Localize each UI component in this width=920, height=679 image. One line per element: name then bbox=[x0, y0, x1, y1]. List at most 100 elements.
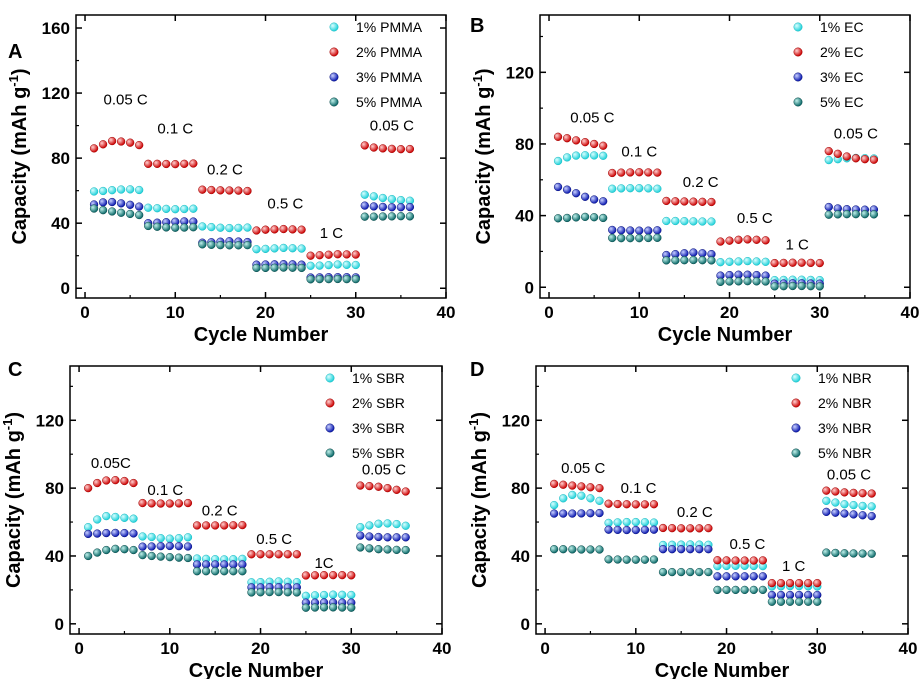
data-point bbox=[622, 500, 631, 509]
series-2-ec bbox=[553, 132, 879, 268]
x-tick-label: 30 bbox=[810, 303, 829, 322]
data-point bbox=[559, 545, 568, 554]
data-point bbox=[734, 257, 743, 266]
data-point bbox=[622, 555, 631, 564]
data-point bbox=[351, 250, 360, 259]
data-point bbox=[135, 140, 144, 150]
data-point bbox=[261, 244, 270, 254]
data-point bbox=[658, 567, 668, 577]
data-point bbox=[704, 524, 713, 533]
data-point bbox=[589, 151, 599, 160]
rate-annotation: 1 C bbox=[782, 558, 806, 575]
data-point bbox=[698, 197, 707, 206]
legend-marker bbox=[793, 22, 803, 32]
data-point bbox=[722, 556, 731, 565]
x-tick-label: 0 bbox=[540, 639, 549, 658]
data-point bbox=[788, 281, 797, 291]
data-point bbox=[288, 244, 297, 253]
data-point bbox=[383, 533, 392, 542]
data-point bbox=[392, 485, 401, 494]
data-point bbox=[785, 578, 795, 588]
data-point bbox=[858, 511, 867, 520]
data-point bbox=[162, 159, 171, 169]
legend-label: 3% PMMA bbox=[356, 69, 423, 85]
data-point bbox=[83, 551, 93, 561]
data-point bbox=[102, 545, 111, 555]
x-tick-label: 20 bbox=[256, 303, 275, 322]
data-point bbox=[369, 143, 378, 152]
data-point bbox=[599, 197, 608, 206]
data-point bbox=[342, 250, 351, 259]
data-point bbox=[749, 556, 758, 565]
legend-marker bbox=[325, 373, 335, 383]
data-point bbox=[577, 482, 586, 491]
data-point bbox=[653, 233, 662, 242]
data-point bbox=[716, 237, 725, 246]
data-point bbox=[270, 263, 279, 272]
legend-label: 2% NBR bbox=[818, 395, 872, 411]
data-point bbox=[869, 210, 879, 219]
data-point bbox=[116, 208, 126, 217]
rate-annotation: 0.5 C bbox=[737, 210, 773, 227]
data-point bbox=[695, 545, 704, 554]
data-point bbox=[356, 543, 365, 552]
data-point bbox=[153, 159, 162, 168]
data-point bbox=[613, 518, 622, 527]
data-point bbox=[631, 517, 640, 527]
data-point bbox=[604, 499, 613, 508]
data-point bbox=[198, 185, 207, 194]
data-point bbox=[713, 556, 722, 565]
y-tick-label: 120 bbox=[42, 84, 70, 103]
data-point bbox=[256, 550, 265, 559]
data-point bbox=[107, 207, 117, 216]
data-point bbox=[135, 210, 144, 220]
data-point bbox=[174, 541, 184, 551]
data-point bbox=[680, 197, 689, 206]
data-point bbox=[189, 223, 198, 232]
plot-frame bbox=[539, 14, 911, 299]
rate-annotation: 1 C bbox=[786, 237, 810, 254]
rate-annotation: 1C bbox=[314, 555, 333, 572]
data-point bbox=[589, 195, 599, 204]
data-point bbox=[120, 513, 129, 522]
data-point bbox=[174, 534, 184, 543]
data-point bbox=[833, 210, 842, 219]
data-point bbox=[553, 156, 563, 166]
data-point bbox=[283, 550, 292, 559]
data-point bbox=[653, 226, 662, 235]
data-point bbox=[201, 567, 211, 576]
data-point bbox=[292, 550, 301, 559]
data-point bbox=[147, 499, 156, 508]
rate-annotation: 0.05 C bbox=[834, 126, 878, 143]
data-point bbox=[89, 187, 99, 196]
data-point bbox=[695, 567, 704, 577]
data-point bbox=[387, 212, 397, 221]
data-point bbox=[577, 545, 586, 554]
rate-annotation: 0.5 C bbox=[256, 531, 292, 548]
data-point bbox=[111, 512, 120, 522]
data-point bbox=[347, 571, 356, 580]
data-point bbox=[662, 196, 671, 206]
data-point bbox=[374, 545, 383, 554]
x-tick-label: 30 bbox=[342, 639, 361, 658]
data-point bbox=[740, 556, 749, 565]
data-point bbox=[549, 545, 559, 554]
data-point bbox=[315, 261, 324, 270]
data-point bbox=[553, 214, 563, 223]
data-point bbox=[156, 541, 165, 551]
y-axis-title: Capacity (mAh g-1) bbox=[470, 68, 495, 244]
data-point bbox=[562, 134, 572, 143]
data-point bbox=[93, 529, 102, 538]
data-point bbox=[722, 585, 731, 595]
data-point bbox=[229, 521, 238, 530]
data-point bbox=[761, 277, 770, 286]
data-point bbox=[238, 567, 247, 576]
data-point bbox=[174, 553, 184, 562]
data-point bbox=[183, 498, 193, 508]
rate-annotation: 0.05 C bbox=[370, 117, 414, 134]
data-point bbox=[405, 202, 415, 212]
panel-C: 0 10 20 30 40 0 40 80 120 Cycle Number Capacity (m… bbox=[0, 359, 451, 679]
x-axis-title: Cycle Number bbox=[189, 660, 324, 679]
data-point bbox=[617, 184, 626, 193]
